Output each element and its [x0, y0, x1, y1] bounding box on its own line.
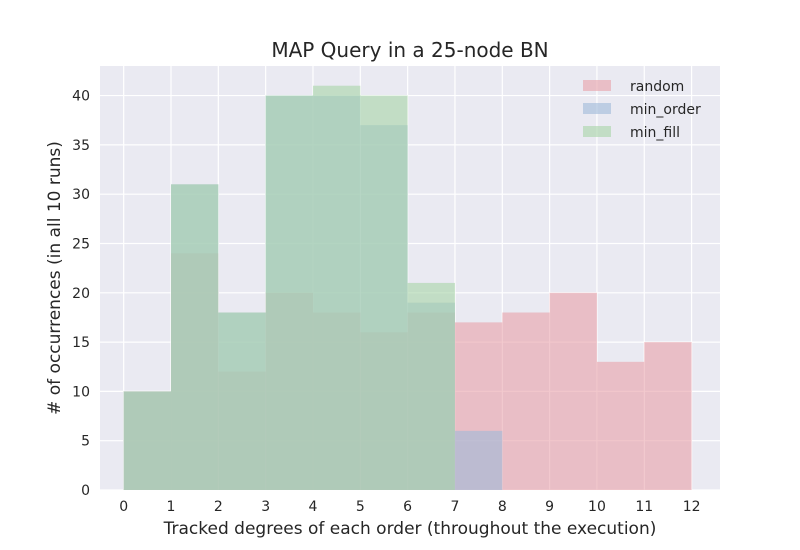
legend-label-random: random: [630, 79, 684, 95]
x-tick-label: 10: [588, 499, 606, 515]
legend-swatch-min_order: [583, 103, 611, 114]
y-tick-label: 40: [72, 89, 90, 105]
bar-random: [502, 312, 550, 490]
y-tick-label: 15: [72, 335, 90, 351]
bar-min_fill: [265, 95, 313, 491]
x-tick-label: 8: [498, 499, 507, 515]
bar-min_fill: [407, 282, 455, 490]
bar-random: [596, 361, 645, 490]
x-tick-labels: 0 1 2 3 4 5 6 7 8 9 10 11 12: [119, 499, 700, 515]
y-tick-label: 30: [72, 187, 90, 203]
y-tick-label: 10: [72, 384, 90, 400]
bar-min_fill: [170, 184, 219, 491]
bar-min_fill: [123, 391, 171, 490]
x-tick-label: 1: [167, 499, 176, 515]
x-tick-label: 9: [545, 499, 554, 515]
x-tick-label: 7: [451, 499, 460, 515]
legend-label-min_fill: min_fill: [630, 125, 680, 141]
x-tick-label: 2: [214, 499, 223, 515]
y-axis-label: # of occurrences (in all 10 runs): [45, 141, 65, 415]
y-tick-label: 35: [72, 138, 90, 154]
bar-min_fill: [312, 85, 361, 490]
legend-swatch-random: [583, 80, 611, 91]
bar-random: [644, 342, 692, 490]
x-tick-label: 5: [356, 499, 365, 515]
legend-label-min_order: min_order: [630, 102, 701, 118]
y-tick-label: 25: [72, 236, 90, 252]
bar-min_order: [454, 430, 503, 490]
legend: random min_order min_fill: [583, 79, 701, 141]
x-axis-label: Tracked degrees of each order (throughou…: [163, 519, 657, 539]
bars: [123, 85, 692, 491]
x-tick-label: 3: [261, 499, 270, 515]
y-tick-label: 0: [81, 483, 90, 499]
x-tick-label: 0: [119, 499, 128, 515]
x-tick-label: 4: [309, 499, 318, 515]
x-tick-label: 11: [635, 499, 653, 515]
legend-swatch-min_fill: [583, 126, 611, 137]
bar-min_fill: [218, 312, 266, 490]
x-tick-label: 6: [403, 499, 412, 515]
chart-title: MAP Query in a 25-node BN: [271, 38, 548, 62]
x-tick-label: 12: [683, 499, 701, 515]
y-tick-label: 5: [81, 434, 90, 450]
y-tick-labels: 0 5 10 15 20 25 30 35 40: [72, 89, 90, 499]
bar-min_fill: [360, 95, 408, 491]
y-tick-label: 20: [72, 286, 90, 302]
bar-random: [549, 292, 597, 490]
